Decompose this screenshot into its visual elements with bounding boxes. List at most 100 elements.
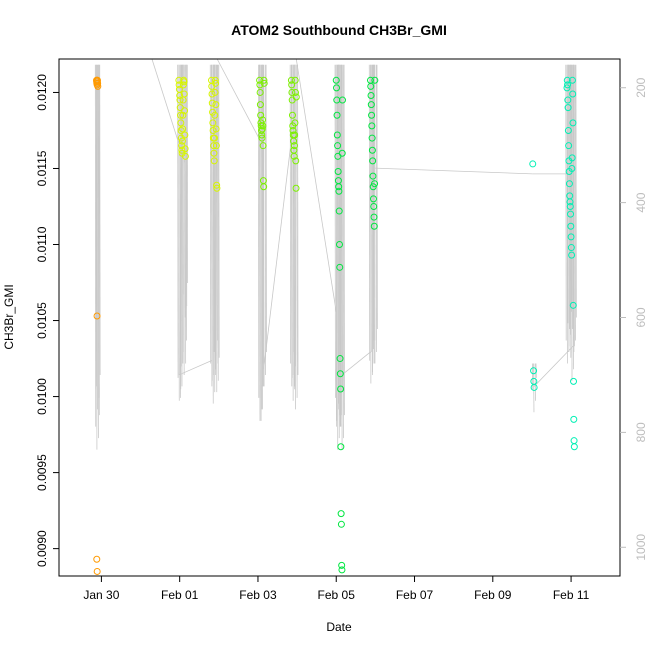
data-point bbox=[369, 157, 377, 165]
data-point bbox=[179, 125, 187, 133]
y-tick-label: 0.0090 bbox=[35, 530, 49, 567]
y-tick-label: 0.0115 bbox=[35, 150, 49, 186]
data-point bbox=[260, 76, 268, 84]
data-point bbox=[292, 93, 300, 101]
data-point bbox=[259, 142, 267, 150]
data-point bbox=[176, 96, 184, 104]
data-point bbox=[570, 437, 578, 445]
data-point bbox=[371, 180, 379, 188]
data-point bbox=[93, 567, 101, 575]
data-point bbox=[565, 180, 573, 188]
y-tick-label: 0.0110 bbox=[35, 226, 49, 262]
y-axis: 0.0090 0.0095 0.0100 0.0105 0.0110 0.0115 0.01… bbox=[35, 74, 59, 567]
data-point bbox=[564, 81, 572, 89]
data-point bbox=[176, 111, 184, 119]
data-point bbox=[567, 210, 575, 218]
data-point bbox=[529, 160, 537, 168]
data-point bbox=[369, 172, 377, 180]
x-tick-label: Feb 03 bbox=[239, 588, 277, 602]
data-point bbox=[288, 111, 296, 119]
data-point bbox=[181, 145, 189, 153]
data-point bbox=[370, 202, 378, 210]
y-tick-label: 0.0120 bbox=[35, 74, 49, 111]
y-tick-label: 0.0105 bbox=[35, 302, 49, 339]
data-point bbox=[94, 82, 102, 90]
data-point bbox=[337, 520, 345, 528]
data-point bbox=[211, 76, 219, 84]
data-point bbox=[333, 111, 341, 119]
data-point bbox=[290, 142, 298, 150]
data-point bbox=[336, 370, 344, 378]
data-point bbox=[568, 76, 576, 84]
data-point bbox=[208, 99, 216, 107]
data-point bbox=[212, 142, 220, 150]
data-point bbox=[570, 415, 578, 423]
data-point bbox=[177, 126, 185, 134]
data-point bbox=[177, 119, 185, 127]
data-point bbox=[338, 96, 346, 104]
data-point bbox=[212, 79, 220, 87]
data-point bbox=[260, 183, 268, 191]
data-point bbox=[256, 81, 264, 89]
data-point bbox=[570, 377, 578, 385]
y2-tick-label: 600 bbox=[634, 307, 648, 327]
y2-tick-label: 400 bbox=[634, 192, 648, 212]
data-point bbox=[213, 181, 221, 189]
data-point bbox=[211, 111, 219, 119]
data-point bbox=[563, 76, 571, 84]
data-point bbox=[176, 91, 184, 99]
data-point bbox=[569, 119, 577, 127]
data-point bbox=[568, 251, 576, 259]
x-axis: Jan 30 Feb 01 Feb 03 Feb 05 Feb 07 Feb 09 Feb … bbox=[83, 576, 590, 602]
data-point bbox=[564, 126, 572, 134]
x-tick-label: Feb 11 bbox=[553, 588, 590, 602]
data-point bbox=[367, 91, 375, 99]
data-point bbox=[565, 142, 573, 150]
data-point bbox=[210, 149, 218, 157]
data-point bbox=[179, 81, 187, 89]
data-point bbox=[333, 131, 341, 139]
data-point bbox=[567, 222, 575, 230]
data-point bbox=[181, 152, 189, 160]
data-point bbox=[291, 119, 299, 127]
data-point bbox=[212, 125, 220, 133]
y-tick-label: 0.0100 bbox=[35, 378, 49, 415]
x-tick-label: Feb 01 bbox=[161, 588, 199, 602]
data-point bbox=[368, 111, 376, 119]
data-point bbox=[368, 134, 376, 142]
data-point bbox=[336, 241, 343, 249]
chart-title: ATOM2 Southbound CH3Br_GMI bbox=[231, 22, 447, 38]
data-point bbox=[259, 122, 267, 130]
data-point bbox=[181, 107, 189, 115]
data-point bbox=[530, 367, 538, 375]
pressure-transit-line bbox=[374, 167, 533, 175]
data-point bbox=[337, 385, 345, 393]
data-point bbox=[337, 443, 345, 451]
data-point bbox=[94, 79, 102, 87]
data-point bbox=[567, 233, 575, 241]
y2-tick-label: 1000 bbox=[634, 534, 648, 561]
data-point bbox=[370, 213, 378, 221]
pressure-transit-line bbox=[341, 351, 371, 376]
data-point bbox=[368, 146, 376, 154]
data-point bbox=[333, 84, 341, 92]
y-tick-label: 0.0095 bbox=[35, 454, 49, 491]
pressure-transit-line bbox=[151, 58, 186, 163]
data-point bbox=[292, 157, 300, 165]
data-point bbox=[260, 79, 268, 87]
data-point bbox=[175, 81, 183, 89]
data-point bbox=[367, 101, 375, 109]
data-point bbox=[368, 122, 376, 130]
x-tick-label: Jan 30 bbox=[83, 588, 119, 602]
secondary-y-axis: 200 400 600 800 1000 bbox=[620, 77, 648, 561]
data-point bbox=[212, 101, 220, 109]
data-point bbox=[256, 88, 264, 96]
data-point bbox=[569, 90, 577, 98]
data-point bbox=[291, 88, 299, 96]
data-point bbox=[210, 157, 218, 165]
x-axis-label: Date bbox=[326, 620, 352, 634]
data-point bbox=[256, 101, 264, 109]
x-tick-label: Feb 05 bbox=[318, 588, 356, 602]
data-point bbox=[210, 142, 218, 150]
